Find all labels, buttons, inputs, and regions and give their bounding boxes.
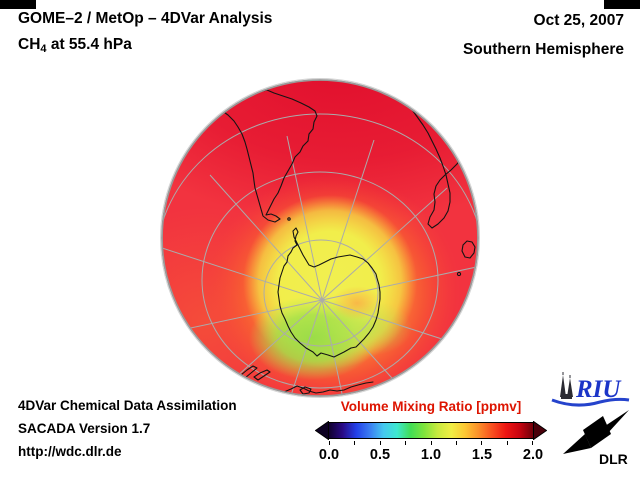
island-small-southeast: [427, 386, 435, 392]
coast-antarctica: [277, 227, 381, 358]
coast-new-zealand-north: [253, 369, 271, 381]
island-falkland: [287, 217, 291, 221]
colorbar: [315, 421, 547, 440]
figure-title: GOME–2 / MetOp – 4DVar Analysis: [18, 10, 273, 27]
coast-tasmania: [299, 386, 312, 395]
frame-artifact-left: [0, 0, 36, 9]
frame-artifact-right: [604, 0, 640, 9]
colorbar-gradient: [328, 422, 534, 439]
riu-logo: RIU: [551, 372, 630, 407]
colorbar-title: Volume Mixing Ratio [ppmv]: [340, 399, 522, 414]
dlr-wordmark: DLR: [599, 451, 628, 467]
coast-australia-south: [283, 381, 374, 394]
field-orange-spot: [332, 286, 382, 320]
globe-limb: [161, 79, 479, 397]
dlr-logo: DLR: [563, 410, 629, 467]
dlr-swallow-icon: [563, 410, 629, 454]
riu-swoosh: [551, 397, 630, 407]
colorbar-tick-label: 2.0: [522, 447, 544, 463]
credit-line-1: 4DVar Chemical Data Assimilation: [18, 398, 237, 413]
figure-date: Oct 25, 2007: [533, 12, 624, 29]
figure-subtitle: CH4 at 55.4 hPa: [18, 35, 132, 55]
credit-line-3: http://wdc.dlr.de: [18, 444, 122, 459]
footer-credits: 4DVar Chemical Data Assimilation SACADA …: [18, 399, 237, 468]
colorbar-tick-label: 1.0: [420, 447, 442, 463]
credit-line-2: SACADA Version 1.7: [18, 421, 151, 436]
coastlines: [182, 84, 477, 395]
island-small-east: [456, 271, 462, 277]
riu-cathedral-icon: [560, 372, 573, 399]
globe-limb-outer: [160, 78, 480, 398]
coast-africa: [391, 84, 477, 229]
header-left: GOME–2 / MetOp – 4DVar Analysis CH4 at 5…: [18, 11, 272, 55]
figure-region: Southern Hemisphere: [462, 40, 624, 58]
colorbar-tick-label: 0.0: [318, 447, 340, 463]
colorbar-left-arrow: [315, 421, 329, 440]
colorbar-tickmarks: [329, 441, 533, 445]
header-right: Oct 25, 2007 Southern Hemisphere: [463, 13, 624, 57]
colorbar-tick-label: 0.5: [369, 447, 391, 463]
coast-madagascar: [461, 240, 476, 259]
colorbar-right-arrow: [533, 421, 547, 440]
colorbar-tick-label: 1.5: [471, 447, 493, 463]
